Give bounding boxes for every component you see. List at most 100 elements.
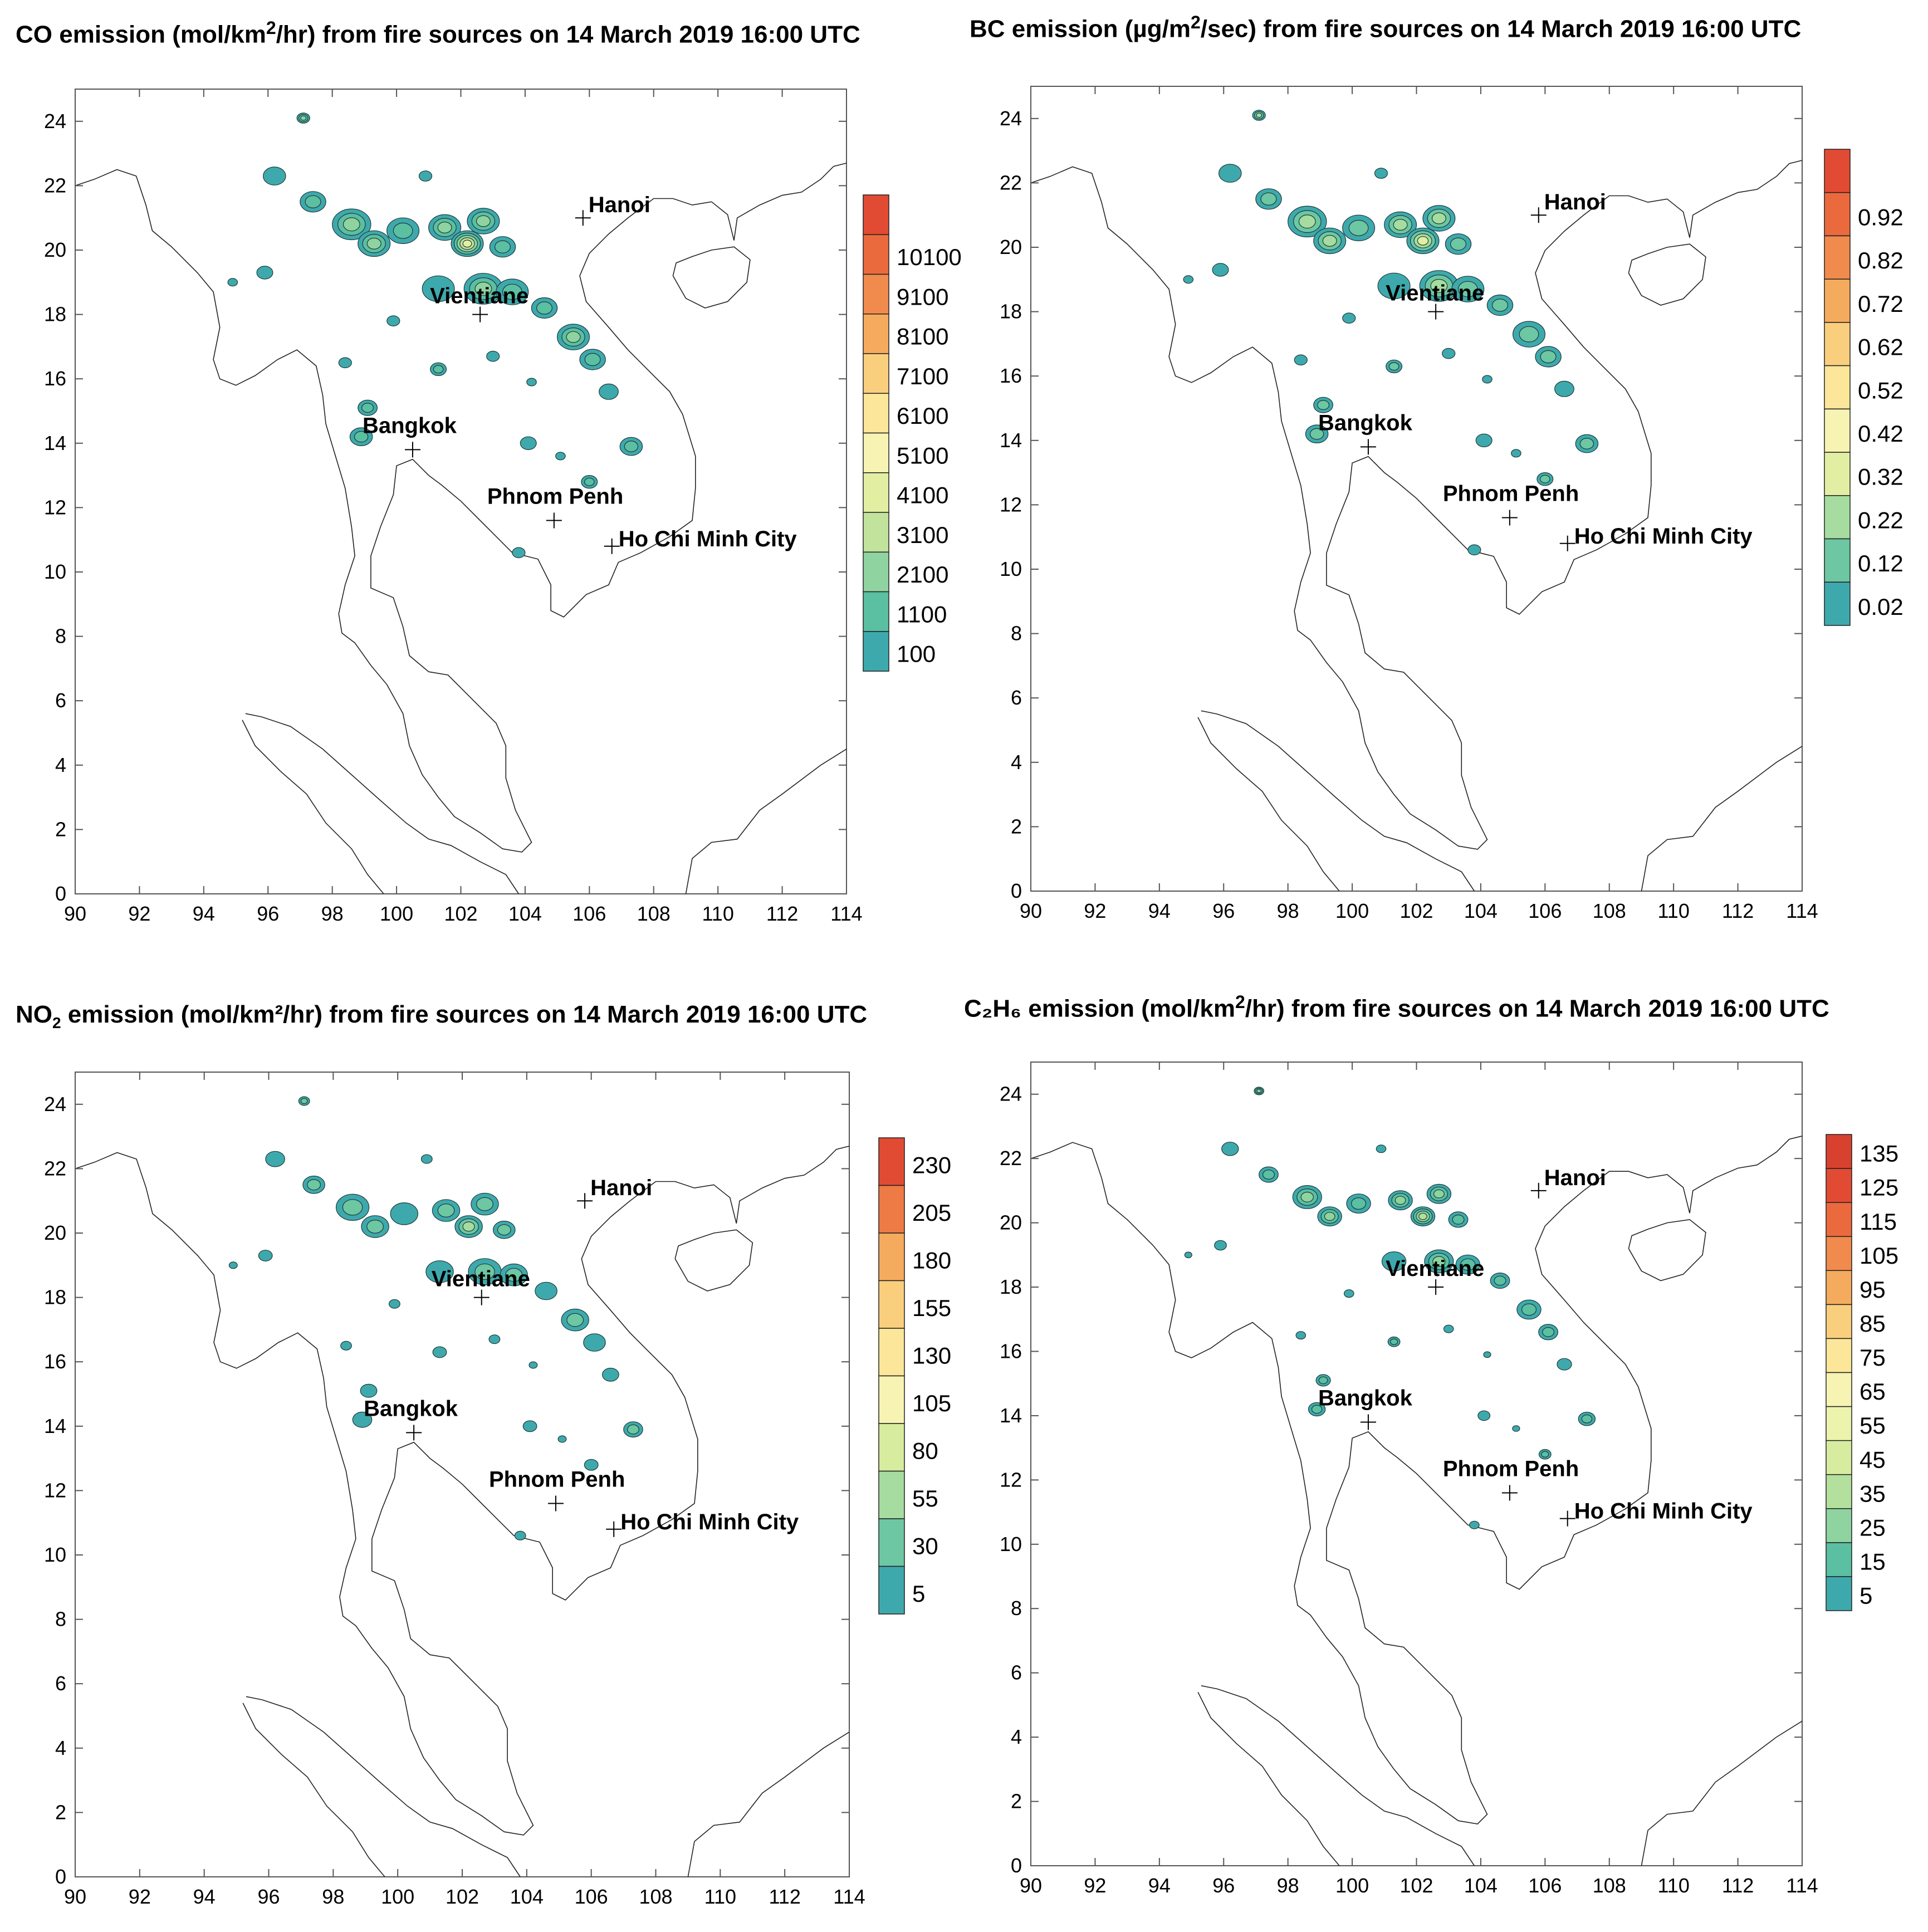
emission-contour — [1212, 263, 1229, 277]
legend-swatch — [1826, 1134, 1852, 1169]
legend-swatch — [1826, 1236, 1852, 1271]
legend-colorbar: 135 125 115 105 95 85 75 65 55 45 35 25 15 5 — [1826, 1134, 1898, 1611]
emission-contour — [1417, 236, 1429, 246]
x-tick-label: 104 — [508, 902, 542, 925]
legend-label: 55 — [912, 1485, 938, 1512]
y-tick-label: 0 — [1011, 1854, 1022, 1877]
coastline — [1030, 1136, 1803, 1825]
city-marker — [1428, 1279, 1444, 1295]
legend-label: 95 — [1860, 1276, 1886, 1303]
emission-contour — [352, 1411, 373, 1428]
legend-label: 105 — [1860, 1243, 1898, 1269]
emission-contour — [1218, 164, 1242, 183]
map-frame — [1030, 86, 1803, 892]
emission-contour — [340, 1341, 352, 1351]
city-label: Hanoi — [589, 193, 650, 217]
y-tick-label: 6 — [55, 689, 66, 712]
emission-contour — [361, 403, 374, 413]
x-tick-label: 100 — [1335, 1874, 1369, 1897]
legend-swatch — [1824, 278, 1851, 323]
city-label: Vientiane — [1386, 281, 1484, 306]
map-panel: 90 92 94 96 98 100 102 104 106 108 110 112 114024681… — [44, 1072, 951, 1908]
x-tick-label: 92 — [1084, 1874, 1106, 1897]
y-tick-label: 16 — [1000, 364, 1022, 387]
legend-label: 0.12 — [1858, 550, 1903, 576]
legend-label: 4100 — [897, 482, 948, 508]
city-label: Bangkok — [363, 413, 457, 438]
emission-contour — [583, 1333, 606, 1352]
x-tick-label: 100 — [380, 902, 413, 925]
legend-swatch — [1826, 1440, 1852, 1475]
legend-label: 0.92 — [1858, 204, 1903, 230]
legend-swatch — [878, 1328, 905, 1377]
emission-contour — [1540, 475, 1550, 483]
emission-contour — [584, 1459, 599, 1471]
legend-swatch — [863, 353, 889, 394]
legend-swatch — [1826, 1202, 1852, 1237]
emission-contour — [474, 281, 492, 296]
emission-contour — [1541, 1451, 1549, 1457]
panel-title: BC emission (µg/m2/sec) from fire source… — [970, 12, 1802, 43]
x-tick-label: 100 — [1335, 899, 1369, 922]
coastline — [685, 749, 847, 894]
emission-contour — [1394, 1196, 1406, 1205]
x-tick-label: 102 — [1399, 1874, 1433, 1897]
coastline — [245, 713, 520, 894]
legend-label: 2100 — [897, 561, 948, 588]
city-marker — [546, 512, 562, 529]
legend-swatch — [1826, 1168, 1852, 1203]
emission-contour — [601, 1367, 619, 1382]
emission-contour — [1376, 1144, 1387, 1153]
city-label: Vientiane — [432, 1267, 530, 1292]
legend-label: 6100 — [897, 403, 948, 429]
legend-swatch — [878, 1232, 905, 1282]
emission-contour — [1309, 428, 1324, 440]
legend-swatch — [1826, 1372, 1852, 1407]
legend-label: 85 — [1860, 1310, 1886, 1337]
legend-swatch — [863, 273, 889, 315]
y-tick-label: 2 — [1011, 1790, 1022, 1813]
legend-label: 75 — [1860, 1344, 1886, 1371]
emission-contour — [420, 1154, 433, 1164]
emission-contour — [1324, 1212, 1335, 1221]
coastline-group — [75, 1146, 850, 1877]
emission-contour — [1260, 192, 1277, 206]
emission-contour — [300, 115, 307, 121]
city-label: Bangkok — [1318, 1386, 1413, 1410]
emission-contour — [262, 167, 286, 185]
legend-swatch — [878, 1375, 905, 1424]
x-axis: 90 92 94 96 98 100 102 104 106 108 110 112 114 — [1020, 86, 1818, 922]
x-tick-label: 108 — [639, 1885, 672, 1908]
y-tick-label: 8 — [1011, 1597, 1022, 1620]
emission-contour — [386, 315, 400, 326]
x-tick-label: 106 — [1528, 1874, 1562, 1897]
city-label: Bangkok — [364, 1396, 458, 1421]
legend-label: 15 — [1860, 1549, 1886, 1575]
y-tick-label: 20 — [1000, 236, 1022, 258]
emission-contour — [486, 350, 500, 362]
legend-swatch — [878, 1185, 905, 1234]
legend-label: 130 — [912, 1342, 951, 1368]
y-tick-label: 10 — [1000, 1533, 1022, 1556]
y-tick-label: 24 — [1000, 107, 1022, 130]
emission-contour — [1452, 1214, 1465, 1225]
legend-label: 115 — [1860, 1209, 1897, 1235]
y-tick-label: 14 — [1000, 429, 1022, 452]
emission-contour — [624, 441, 639, 452]
emission-contour — [1374, 168, 1388, 179]
legend-label: 65 — [1860, 1378, 1886, 1405]
emission-contour — [1214, 1240, 1227, 1251]
coastline — [1197, 1691, 1340, 1866]
x-tick-label: 94 — [193, 902, 215, 925]
map-panel: 90 92 94 96 98 100 102 104 106 108 110 112 114024681… — [44, 89, 962, 925]
emission-contour — [474, 1263, 495, 1280]
emission-contour — [1184, 1251, 1192, 1259]
emission-contour — [1511, 449, 1521, 458]
panel-co: CO emission (mol/km2/hr) from fire sourc… — [0, 0, 964, 966]
legend-swatch — [863, 591, 889, 632]
emission-contour — [462, 1221, 475, 1232]
emission-contour — [437, 1204, 455, 1217]
legend-label: 0.22 — [1858, 507, 1903, 534]
y-tick-label: 20 — [44, 1221, 66, 1244]
y-tick-label: 12 — [44, 1479, 66, 1501]
